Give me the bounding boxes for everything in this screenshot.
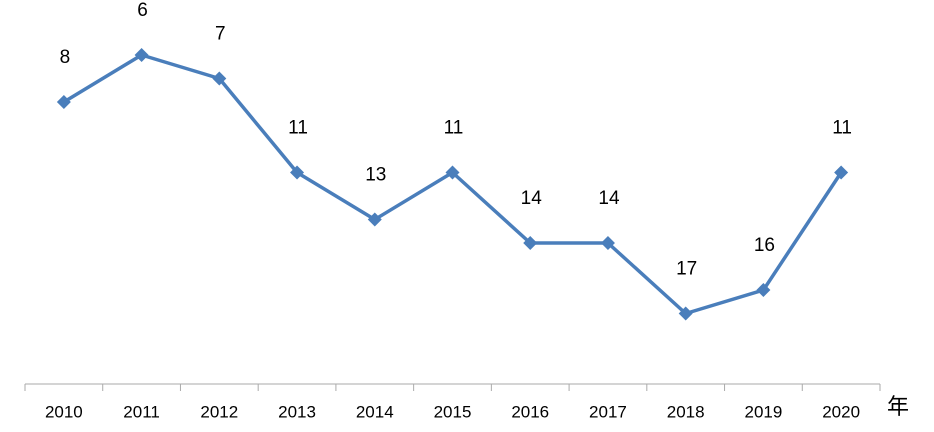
marker xyxy=(523,236,538,250)
marker xyxy=(290,165,305,180)
x-tick-label: 2019 xyxy=(744,402,782,421)
data-label: 14 xyxy=(598,188,620,209)
data-label: 11 xyxy=(832,118,852,139)
data-label: 11 xyxy=(444,118,464,139)
data-label: 8 xyxy=(60,47,71,68)
marker xyxy=(678,306,693,321)
x-tick-label: 2015 xyxy=(434,402,472,421)
marker xyxy=(834,165,849,180)
x-tick-label: 2010 xyxy=(45,402,83,421)
line xyxy=(62,53,843,316)
x-tick-label: 2017 xyxy=(589,402,627,421)
x-tick-label: 2011 xyxy=(123,402,160,421)
marker xyxy=(56,95,71,109)
marker xyxy=(367,212,382,227)
x-tick-label: 2013 xyxy=(278,402,316,421)
x-tick-label: 2016 xyxy=(511,402,549,421)
marker xyxy=(134,48,149,62)
data-label: 16 xyxy=(754,235,775,256)
x-tick-label: 2014 xyxy=(356,402,394,421)
data-label: 11 xyxy=(288,118,308,139)
data-label: 17 xyxy=(676,259,697,280)
x-tick-label: 2018 xyxy=(667,402,705,421)
marker xyxy=(445,165,460,180)
marker xyxy=(212,71,227,86)
x-tick-label: 2012 xyxy=(200,402,238,421)
data-label: 13 xyxy=(365,165,386,186)
marker xyxy=(756,283,771,297)
marker xyxy=(600,236,615,250)
data-label: 6 xyxy=(137,0,148,21)
x-axis-label: 年 xyxy=(887,394,909,419)
data-label: 7 xyxy=(215,24,226,45)
data-label: 14 xyxy=(521,188,543,209)
x-tick-label: 2020 xyxy=(822,402,860,421)
